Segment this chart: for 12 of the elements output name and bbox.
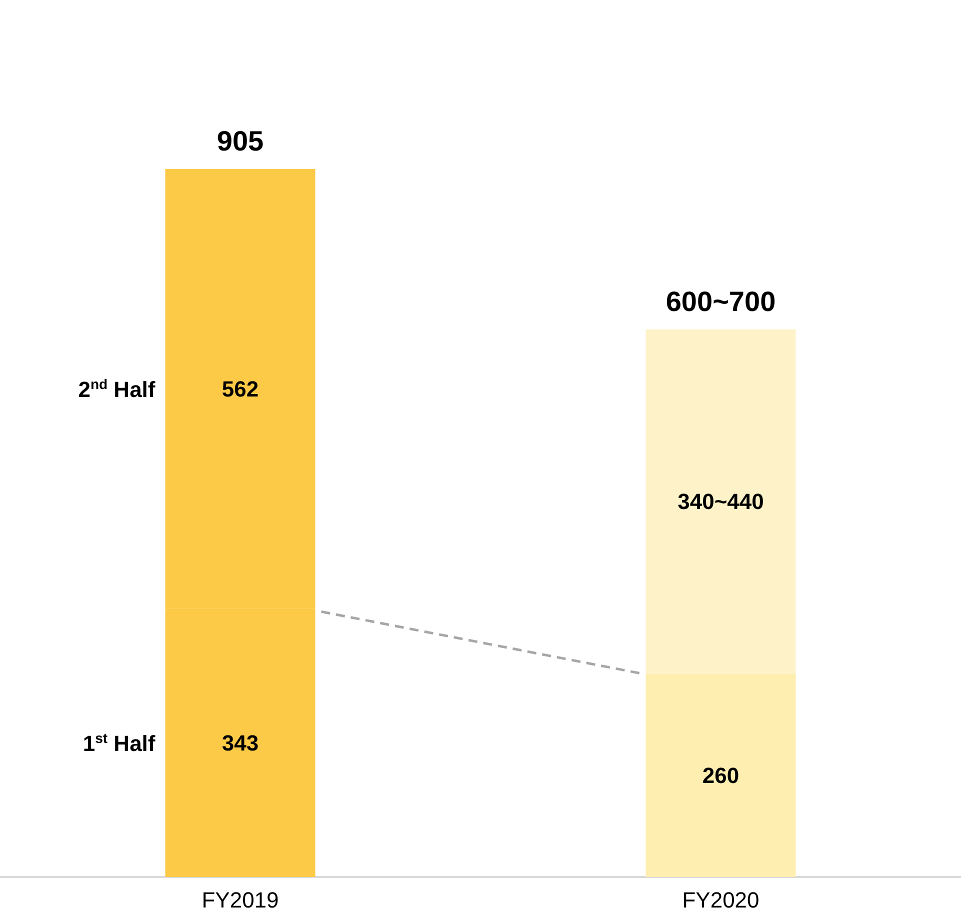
data-label: 340~440 (678, 488, 764, 514)
series-label: 2$^{nd}$ Half (78, 376, 156, 402)
series-label: 1$^{st}$ Half (82, 730, 156, 756)
total-label: 600~700 (666, 286, 776, 317)
data-label: 260 (702, 762, 740, 788)
bar (646, 674, 796, 877)
x-tick-label: FY2019 (202, 888, 279, 912)
x-tick-label: FY2020 (682, 888, 760, 912)
data-label: 343 (222, 730, 259, 756)
data-label: 562 (222, 376, 259, 402)
total-label: 905 (216, 126, 264, 156)
bar (646, 329, 796, 674)
